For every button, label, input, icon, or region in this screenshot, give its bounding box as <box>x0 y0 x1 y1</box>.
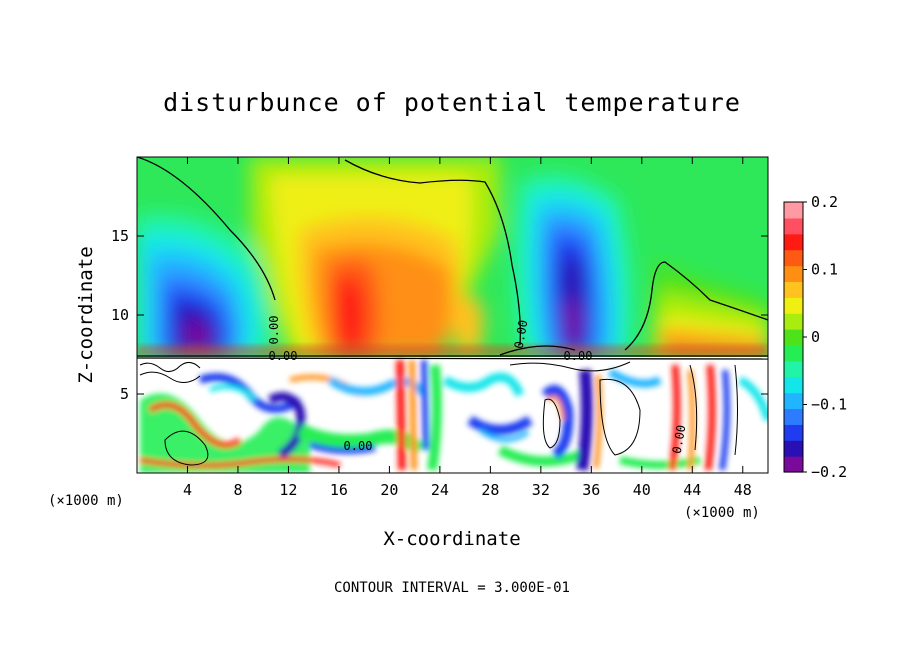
colorbar-swatch <box>784 297 803 314</box>
x-unit-label-left: (×1000 m) <box>48 493 124 509</box>
x-tick-label: 8 <box>233 481 242 499</box>
x-tick-label: 40 <box>633 481 651 499</box>
colorbar-swatch <box>784 202 803 219</box>
y-axis-label: Z-coordinate <box>75 246 97 383</box>
x-tick-label: 28 <box>481 481 499 499</box>
colorbar-swatch <box>784 408 803 425</box>
colorbar-swatch <box>784 281 803 298</box>
x-tick-label: 48 <box>734 481 752 499</box>
contour-label: 0.00 <box>670 424 689 455</box>
colorbar-swatch <box>784 344 803 362</box>
x-axis-label: X-coordinate <box>383 528 520 550</box>
x-tick-label: 12 <box>279 481 297 499</box>
colorbar-swatch <box>784 265 803 283</box>
colorbar-swatch <box>784 440 803 457</box>
contour-label: 0.00 <box>564 349 593 363</box>
colorbar-swatch <box>784 424 803 441</box>
lower-field <box>137 357 768 473</box>
contour-label: 0.00 <box>267 316 281 345</box>
upper-field <box>137 157 768 355</box>
x-tick-label: 4 <box>183 481 192 499</box>
colorbar-swatch <box>784 233 803 251</box>
contour-label: 0.00 <box>512 319 531 350</box>
contour-interval-note: CONTOUR INTERVAL = 3.000E-01 <box>334 580 570 596</box>
x-tick-label: 32 <box>532 481 550 499</box>
colorbar-swatch <box>784 376 803 394</box>
y-axis-ticks: 5 10 15 <box>111 227 768 403</box>
x-tick-label: 36 <box>582 481 600 499</box>
colorbar-tick-label: 0 <box>811 328 820 346</box>
x-axis-ticks: 4 8 12 16 20 24 28 32 36 40 44 48 <box>183 157 752 499</box>
y-tick-label: 15 <box>111 227 129 245</box>
colorbar-swatch <box>784 329 803 346</box>
colorbar-swatch <box>784 217 803 235</box>
colorbar-tick-label: −0.2 <box>811 463 847 481</box>
contour-labels: 0.00 0.00 0.00 0.00 0.00 0.00 <box>267 316 688 455</box>
colorbar-tick-label: −0.1 <box>811 396 847 414</box>
colorbar-swatch <box>784 249 803 267</box>
x-tick-label: 20 <box>380 481 398 499</box>
x-tick-label: 16 <box>330 481 348 499</box>
plot-area <box>137 157 768 473</box>
contour-lines <box>137 157 768 360</box>
colorbar-tick-label: 0.2 <box>811 193 838 211</box>
chart-title: disturbunce of potential temperature <box>163 88 741 117</box>
colorbar-swatch <box>784 456 803 473</box>
colorbar-swatch <box>784 313 803 330</box>
colorbar-swatch <box>784 392 803 410</box>
x-unit-label-right: (×1000 m) <box>684 505 760 521</box>
y-tick-label: 10 <box>111 306 129 324</box>
contour-label: 0.00 <box>344 439 373 453</box>
contour-label: 0.00 <box>269 349 298 363</box>
x-tick-label: 44 <box>683 481 701 499</box>
x-tick-label: 24 <box>431 481 449 499</box>
y-tick-label: 5 <box>120 385 129 403</box>
colorbar-tick-label: 0.1 <box>811 261 838 279</box>
colorbar-swatch <box>784 360 803 378</box>
colorbar: 0.2 0.1 0 −0.1 −0.2 <box>783 193 847 481</box>
